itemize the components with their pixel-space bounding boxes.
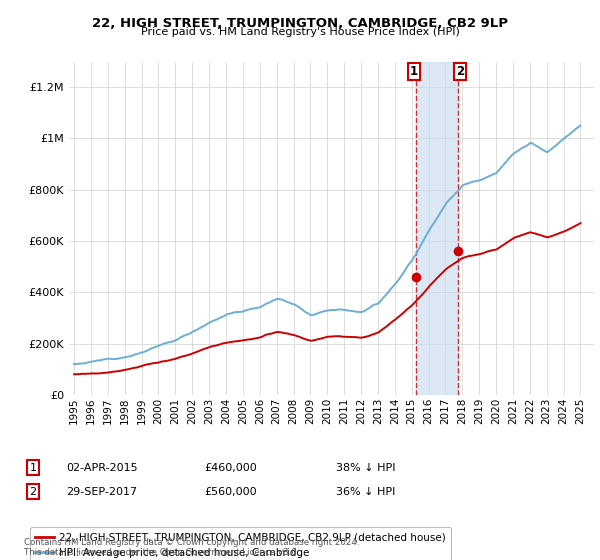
Text: 02-APR-2015: 02-APR-2015 — [66, 463, 137, 473]
Text: 2: 2 — [456, 66, 464, 78]
Text: 2: 2 — [29, 487, 37, 497]
Text: 38% ↓ HPI: 38% ↓ HPI — [336, 463, 395, 473]
Text: Contains HM Land Registry data © Crown copyright and database right 2024.
This d: Contains HM Land Registry data © Crown c… — [24, 538, 359, 557]
Text: Price paid vs. HM Land Registry's House Price Index (HPI): Price paid vs. HM Land Registry's House … — [140, 27, 460, 37]
Text: 1: 1 — [410, 66, 418, 78]
Text: £560,000: £560,000 — [204, 487, 257, 497]
Text: 29-SEP-2017: 29-SEP-2017 — [66, 487, 137, 497]
Bar — [416, 62, 458, 395]
Legend: 22, HIGH STREET, TRUMPINGTON, CAMBRIDGE, CB2 9LP (detached house), HPI: Average : 22, HIGH STREET, TRUMPINGTON, CAMBRIDGE,… — [29, 527, 451, 560]
Text: 1: 1 — [29, 463, 37, 473]
Text: 36% ↓ HPI: 36% ↓ HPI — [336, 487, 395, 497]
Text: £460,000: £460,000 — [204, 463, 257, 473]
Text: 22, HIGH STREET, TRUMPINGTON, CAMBRIDGE, CB2 9LP: 22, HIGH STREET, TRUMPINGTON, CAMBRIDGE,… — [92, 17, 508, 30]
